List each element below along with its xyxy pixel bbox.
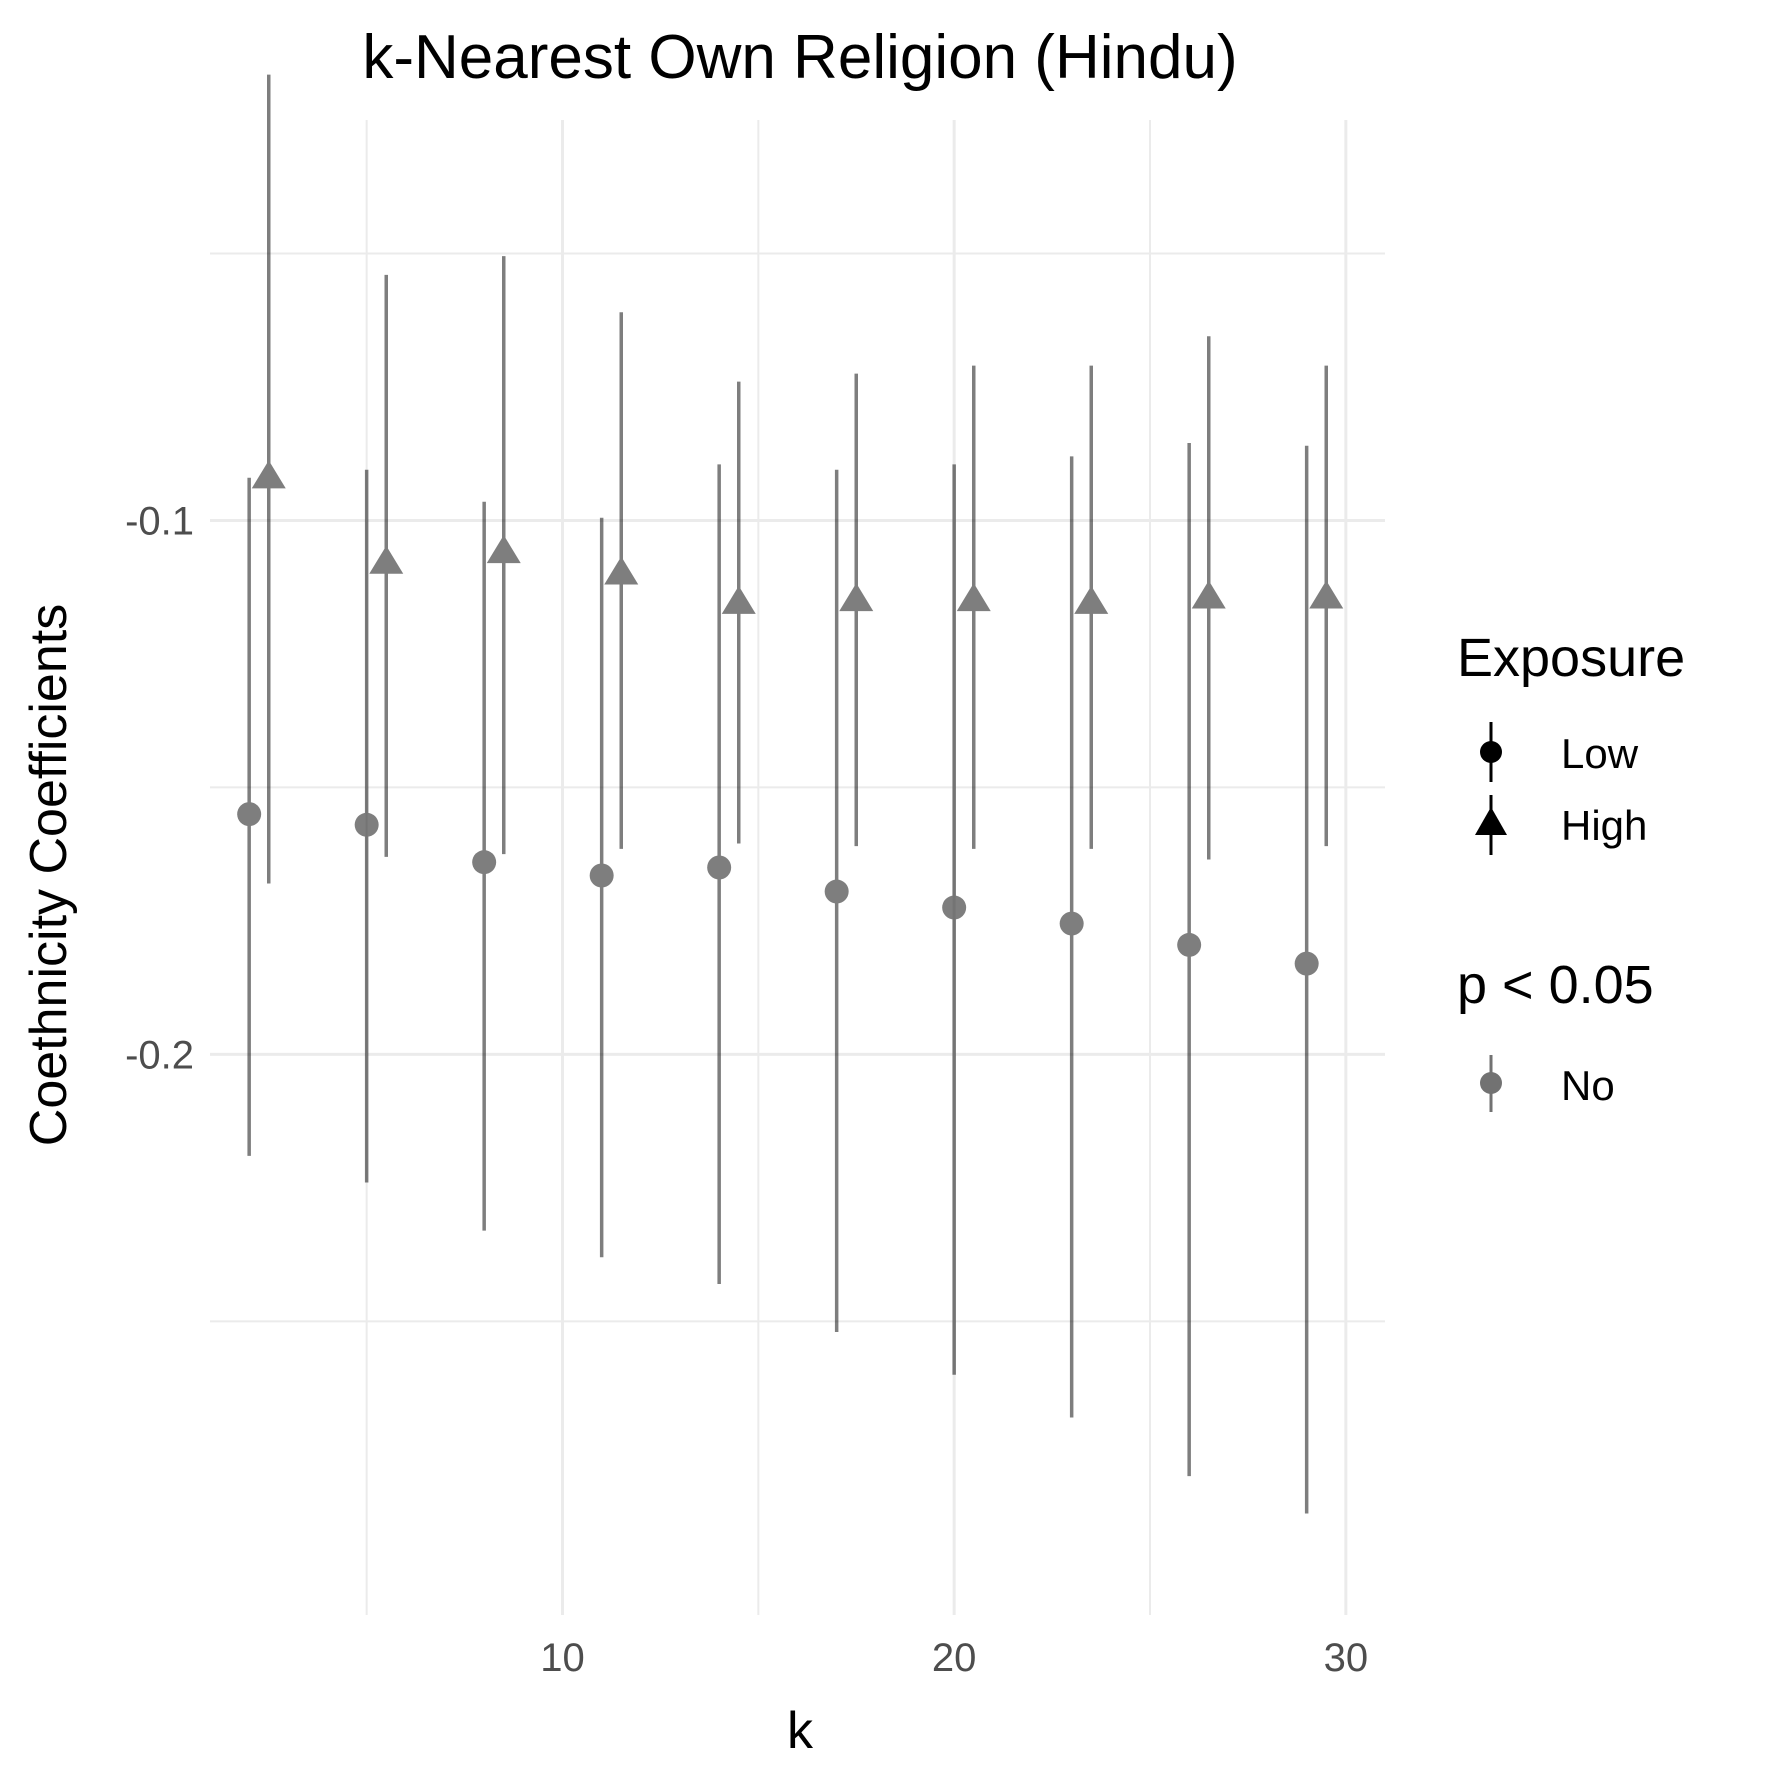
chart-title: k-Nearest Own Religion (Hindu) <box>362 23 1237 92</box>
x-axis-ticks: 10 20 30 <box>540 1636 1368 1680</box>
point-marker <box>1294 951 1319 976</box>
legend: Exposure Low High p < 0.05 No <box>1457 628 1685 1112</box>
legend-title-exposure: Exposure <box>1457 628 1685 688</box>
point-marker <box>251 460 286 489</box>
y-axis-title: Coethnicity Coefficients <box>20 604 78 1146</box>
y-axis-ticks: -0.1 -0.2 <box>125 499 194 1077</box>
point-marker <box>1177 932 1202 957</box>
point-marker <box>369 545 404 574</box>
legend-key-low <box>1480 722 1502 782</box>
point-marker <box>1309 580 1344 609</box>
legend-key-no <box>1480 1055 1502 1112</box>
point-marker <box>956 583 991 612</box>
point-marker <box>942 895 967 920</box>
point-marker <box>721 585 756 614</box>
triangle-icon <box>1475 807 1507 835</box>
legend-key-high <box>1475 795 1507 855</box>
circle-icon <box>1480 741 1502 763</box>
y-tick-label: -0.2 <box>125 1033 194 1077</box>
point-marker <box>1074 585 1109 614</box>
x-tick-label: 20 <box>932 1636 977 1680</box>
point-marker <box>604 556 639 585</box>
x-tick-label: 30 <box>1324 1636 1369 1680</box>
x-tick-label: 10 <box>540 1636 585 1680</box>
legend-label-no: No <box>1561 1062 1615 1109</box>
point-marker <box>839 583 874 612</box>
point-marker <box>589 863 614 888</box>
point-marker <box>824 879 849 904</box>
point-marker <box>1059 911 1084 936</box>
series-high <box>251 74 1344 884</box>
x-axis-title: k <box>787 1702 814 1760</box>
legend-title-p: p < 0.05 <box>1457 955 1654 1015</box>
legend-label-high: High <box>1561 802 1647 849</box>
point-marker <box>707 855 732 880</box>
series-low <box>237 443 1319 1514</box>
point-marker <box>486 535 521 564</box>
point-marker <box>237 802 262 827</box>
point-marker <box>354 812 379 837</box>
circle-icon <box>1480 1072 1502 1094</box>
point-marker <box>472 850 497 875</box>
point-marker <box>1191 580 1226 609</box>
legend-label-low: Low <box>1561 730 1639 777</box>
y-tick-label: -0.1 <box>125 499 194 543</box>
data-marks <box>237 74 1344 1514</box>
